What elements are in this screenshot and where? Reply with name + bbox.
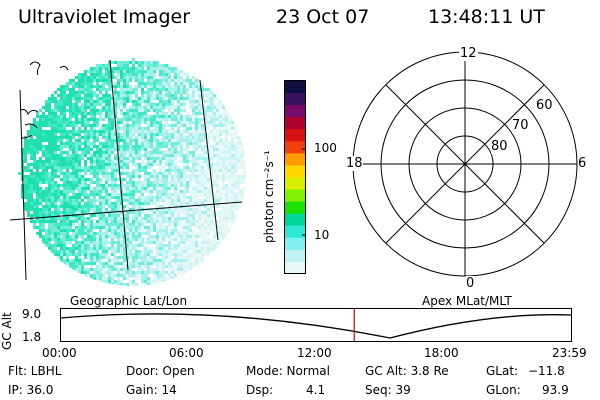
colorbar-block: [285, 81, 305, 94]
time-label: 13:48:11 UT: [428, 6, 545, 28]
mlat-label-70: 70: [512, 118, 529, 133]
status-ip: IP: 36.0: [8, 383, 54, 397]
gc-alt-axis-label: GC Alt: [0, 312, 14, 350]
alt-xtick-0: 00:00: [42, 346, 77, 360]
alt-ytick-low: 1.8: [22, 330, 42, 344]
status-door: Door: Open: [126, 364, 195, 378]
colorbar-tick-10: 10: [314, 228, 330, 242]
mlt-label-0: 0: [466, 276, 475, 291]
uv-emission-pixels: [18, 58, 246, 286]
colorbar-block: [285, 141, 305, 154]
geographic-grid-lines: [9, 59, 243, 281]
colorbar-tick-100: 100: [314, 141, 337, 155]
colorbar-block: [285, 105, 305, 118]
alt-ytick-high: 9.0: [22, 307, 42, 321]
geographic-lat-lon-label: Geographic Lat/Lon: [70, 294, 188, 308]
status-glon-value: 93.9: [542, 383, 569, 397]
alt-xtick-3: 18:00: [424, 346, 459, 360]
date-label: 23 Oct 07: [276, 6, 370, 28]
status-mode: Mode: Normal: [246, 364, 330, 378]
status-flt: Flt: LBHL: [8, 364, 62, 378]
colorbar-block: [285, 249, 305, 263]
mlt-label-18: 18: [346, 156, 363, 171]
colorbar-block: [285, 129, 305, 142]
altitude-plot: [60, 308, 572, 342]
mlt-label-12: 12: [459, 46, 478, 61]
status-seq: Seq: 39: [365, 383, 411, 397]
colorbar-block: [285, 237, 305, 251]
status-glat-label: GLat:: [486, 364, 519, 378]
colorbar-block: [285, 177, 305, 191]
colorbar-block: [285, 225, 305, 239]
mlat-label-80: 80: [491, 139, 508, 154]
colorbar-block: [285, 261, 305, 275]
status-dsp-label: Dsp:: [246, 383, 274, 397]
status-gain: Gain: 14: [126, 383, 177, 397]
status-dsp-value: 4.1: [306, 383, 326, 397]
color-scale-bar: [284, 80, 306, 275]
alt-xtick-1: 06:00: [169, 346, 204, 360]
app-title: Ultraviolet Imager: [18, 6, 191, 28]
polar-mlat-mlt-plot: [352, 51, 578, 277]
colorbar-block: [285, 213, 305, 227]
colorbar-block: [285, 165, 305, 178]
colorbar-block: [285, 153, 305, 166]
colorbar-block: [285, 189, 305, 203]
status-glat-value: −11.8: [528, 364, 565, 378]
apex-mlat-mlt-label: Apex MLat/MLT: [422, 294, 512, 308]
mlat-label-60: 60: [536, 98, 553, 113]
uv-image-disc: [9, 58, 246, 286]
status-glon-label: GLon:: [486, 383, 521, 397]
colorbar-block: [285, 201, 305, 215]
coastline-outline: [19, 61, 69, 139]
alt-xtick-2: 12:00: [297, 346, 332, 360]
colorbar-block: [285, 117, 305, 130]
alt-xtick-4: 23:59: [552, 346, 587, 360]
colorbar-unit-label: photon cm⁻²s⁻¹: [262, 150, 276, 243]
colorbar-block: [285, 93, 305, 106]
status-gc-alt: GC Alt: 3.8 Re: [365, 364, 449, 378]
altitude-curve: [60, 313, 572, 339]
mlt-label-6: 6: [578, 156, 587, 171]
